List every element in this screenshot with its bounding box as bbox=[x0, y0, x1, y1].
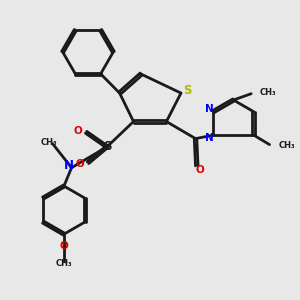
Text: CH₃: CH₃ bbox=[41, 138, 58, 147]
Text: S: S bbox=[183, 84, 191, 97]
Text: O: O bbox=[196, 165, 204, 175]
Text: O: O bbox=[75, 159, 84, 169]
Text: S: S bbox=[103, 140, 112, 153]
Text: O: O bbox=[60, 241, 68, 251]
Text: CH₃: CH₃ bbox=[56, 259, 72, 268]
Text: CH₃: CH₃ bbox=[260, 88, 277, 97]
Text: N: N bbox=[63, 159, 74, 172]
Text: CH₃: CH₃ bbox=[278, 141, 295, 150]
Text: O: O bbox=[74, 126, 82, 136]
Text: N: N bbox=[205, 133, 214, 143]
Text: N: N bbox=[205, 103, 214, 114]
